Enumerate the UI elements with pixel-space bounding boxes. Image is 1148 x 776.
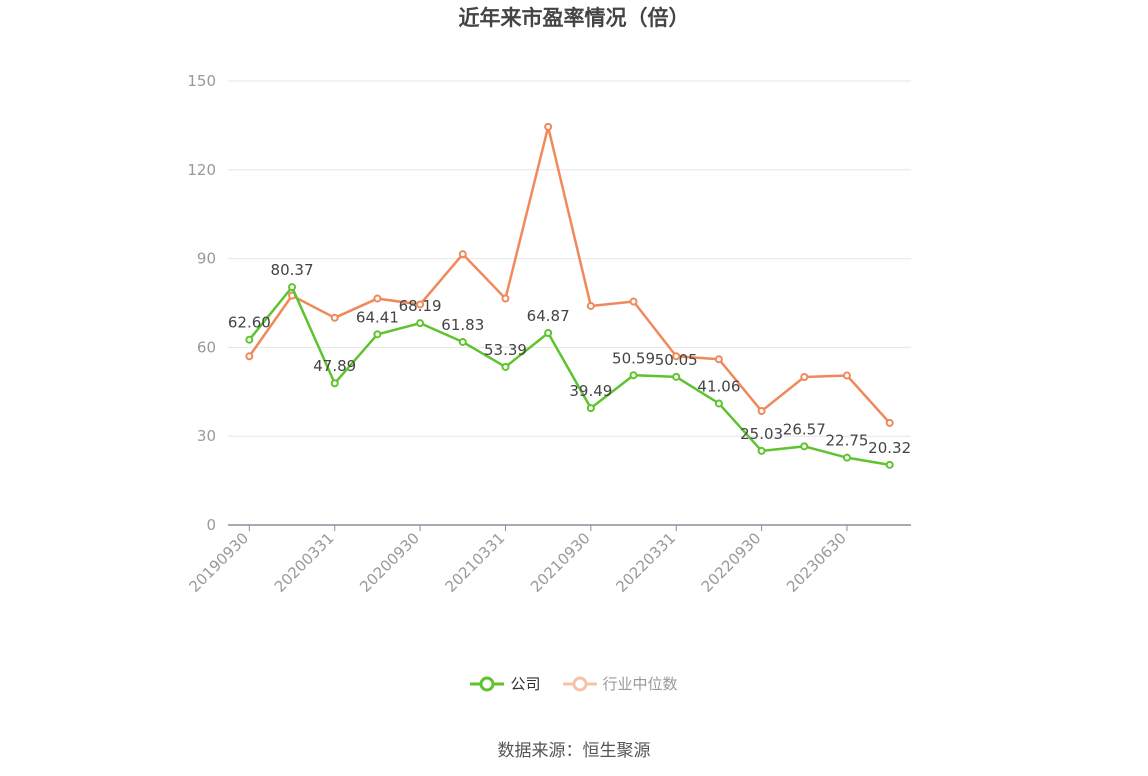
series-line-industry xyxy=(248,125,891,424)
data-point-company[interactable] xyxy=(458,337,467,346)
x-tick-label: 20210331 xyxy=(442,529,509,596)
y-tick-label: 120 xyxy=(187,161,216,179)
x-tick-label: 20190930 xyxy=(185,529,252,596)
data-label: 64.41 xyxy=(356,308,399,326)
data-point-industry[interactable] xyxy=(544,122,553,131)
data-point-industry[interactable] xyxy=(629,297,638,306)
series-layer xyxy=(245,122,894,469)
legend-company-icon xyxy=(470,676,505,691)
data-label: 50.05 xyxy=(655,351,698,369)
data-point-industry[interactable] xyxy=(373,294,382,303)
legend-item-industry[interactable]: 行业中位数 xyxy=(562,673,678,694)
x-tick-label: 20220331 xyxy=(612,529,679,596)
data-point-company[interactable] xyxy=(373,330,382,339)
data-point-industry[interactable] xyxy=(458,250,467,259)
data-point-company[interactable] xyxy=(714,399,723,408)
data-label: 64.87 xyxy=(527,307,570,325)
data-point-company[interactable] xyxy=(544,328,553,337)
data-point-company[interactable] xyxy=(800,442,809,451)
y-tick-label: 30 xyxy=(197,427,216,445)
label-layer: 62.60 80.37 47.89 64.4168.1961.8353.3964.87… xyxy=(228,261,911,457)
data-point-company[interactable] xyxy=(330,379,339,388)
x-tick-label: 20200331 xyxy=(271,529,338,596)
data-label: 22.75 xyxy=(825,432,868,450)
data-label: 26.57 xyxy=(783,420,826,438)
chart-title: 近年来市盈率情况（倍） xyxy=(458,6,690,30)
data-point-company[interactable] xyxy=(288,283,297,292)
data-point-industry[interactable] xyxy=(714,355,723,364)
data-label: 39.49 xyxy=(569,382,612,400)
x-tick-label: 20210930 xyxy=(527,529,594,596)
source-note: 数据来源：恒生聚源 xyxy=(497,741,651,761)
data-point-company[interactable] xyxy=(501,362,510,371)
data-point-industry[interactable] xyxy=(416,300,425,309)
x-tick-label: 20220930 xyxy=(698,529,765,596)
data-label: 25.03 xyxy=(740,425,783,443)
grid-layer xyxy=(228,80,911,437)
data-point-company[interactable] xyxy=(757,446,766,455)
data-point-company[interactable] xyxy=(416,319,425,328)
y-tick-label: 90 xyxy=(197,250,216,268)
data-label: 53.39 xyxy=(484,341,527,359)
series-line-company xyxy=(248,285,890,467)
data-point-company[interactable] xyxy=(629,371,638,380)
data-point-industry[interactable] xyxy=(757,407,766,416)
data-label: 62.60 xyxy=(228,314,271,332)
legend: 公司 行业中位数 xyxy=(0,673,1148,694)
data-label: 80.37 xyxy=(271,261,314,279)
y-tick-label: 0 xyxy=(206,516,216,534)
data-label: 50.59 xyxy=(612,349,655,367)
x-tick-label: 20230630 xyxy=(783,529,850,596)
data-point-company[interactable] xyxy=(842,453,851,462)
data-point-industry[interactable] xyxy=(245,352,254,361)
legend-label-company: 公司 xyxy=(510,675,541,693)
line-chart: 0 30 60 90 120 150 20190930 20200331 20200930 202… xyxy=(185,72,911,596)
data-label: 47.89 xyxy=(313,357,356,375)
data-point-industry[interactable] xyxy=(501,294,510,303)
data-point-company[interactable] xyxy=(245,335,254,344)
data-point-industry[interactable] xyxy=(586,301,595,310)
data-point-industry[interactable] xyxy=(330,313,339,322)
data-point-industry[interactable] xyxy=(672,352,681,361)
data-point-industry[interactable] xyxy=(842,371,851,380)
data-label: 20.32 xyxy=(868,439,911,457)
data-point-company[interactable] xyxy=(586,404,595,413)
y-tick-label: 60 xyxy=(197,338,216,356)
x-tick-label: 20200930 xyxy=(356,529,423,596)
legend-label-industry: 行业中位数 xyxy=(602,675,678,693)
data-label: 41.06 xyxy=(697,377,740,395)
data-label: 68.19 xyxy=(399,297,442,315)
data-point-industry[interactable] xyxy=(800,373,809,381)
data-label: 61.83 xyxy=(441,316,484,334)
data-point-company[interactable] xyxy=(672,372,681,381)
y-tick-label: 150 xyxy=(187,72,216,90)
data-point-industry[interactable] xyxy=(885,418,894,427)
legend-industry-icon xyxy=(562,676,597,691)
data-point-company[interactable] xyxy=(885,460,894,469)
legend-item-company[interactable]: 公司 xyxy=(470,673,541,694)
